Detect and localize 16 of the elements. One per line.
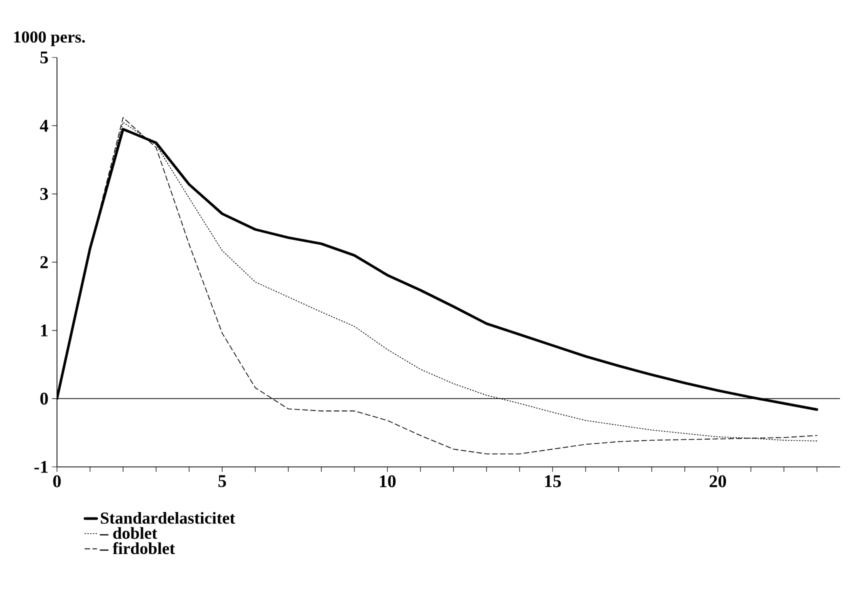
x-tick-label: 0 — [53, 475, 61, 488]
y-axis-title: 1000 pers. — [14, 31, 85, 46]
y-tick-label: 1 — [41, 324, 48, 336]
y-tick-label: -1 — [34, 461, 48, 473]
legend-label: Standardelasticitet — [100, 512, 236, 524]
x-tick-label: 10 — [380, 475, 396, 488]
legend-label: – firdoblet — [100, 542, 175, 554]
x-tick-label: 15 — [545, 475, 561, 488]
y-tick-label: 2 — [40, 256, 48, 268]
y-tick-label: 3 — [40, 188, 48, 200]
y-tick-label: 5 — [40, 52, 48, 64]
y-tick-label: 0 — [40, 392, 48, 405]
y-tick-label: 4 — [40, 120, 48, 132]
x-tick-label: 20 — [710, 475, 726, 488]
legend-label: – doblet — [100, 527, 158, 540]
x-tick-label: 5 — [218, 475, 226, 488]
